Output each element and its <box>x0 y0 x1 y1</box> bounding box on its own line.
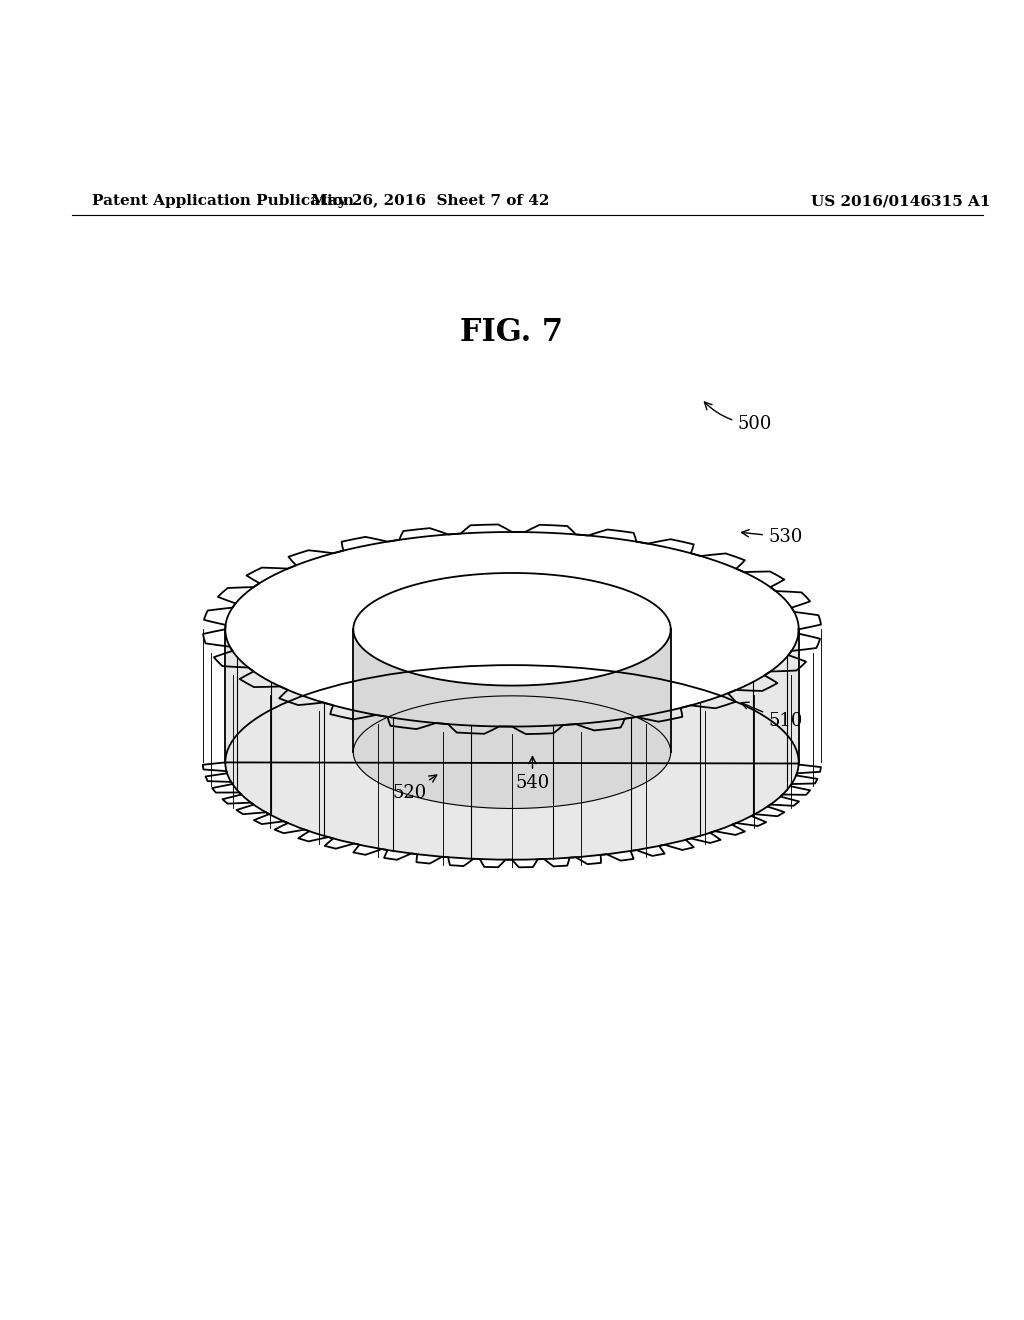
Polygon shape <box>353 630 671 808</box>
PathPatch shape <box>225 532 799 726</box>
Text: US 2016/0146315 A1: US 2016/0146315 A1 <box>811 194 991 209</box>
Text: 500: 500 <box>705 403 772 433</box>
Polygon shape <box>225 630 799 859</box>
Text: 530: 530 <box>741 528 803 546</box>
Text: 520: 520 <box>392 775 436 803</box>
Text: May 26, 2016  Sheet 7 of 42: May 26, 2016 Sheet 7 of 42 <box>311 194 549 209</box>
Text: Patent Application Publication: Patent Application Publication <box>92 194 354 209</box>
Text: FIG. 7: FIG. 7 <box>461 317 563 348</box>
Text: 540: 540 <box>515 756 550 792</box>
Text: 510: 510 <box>741 702 803 730</box>
